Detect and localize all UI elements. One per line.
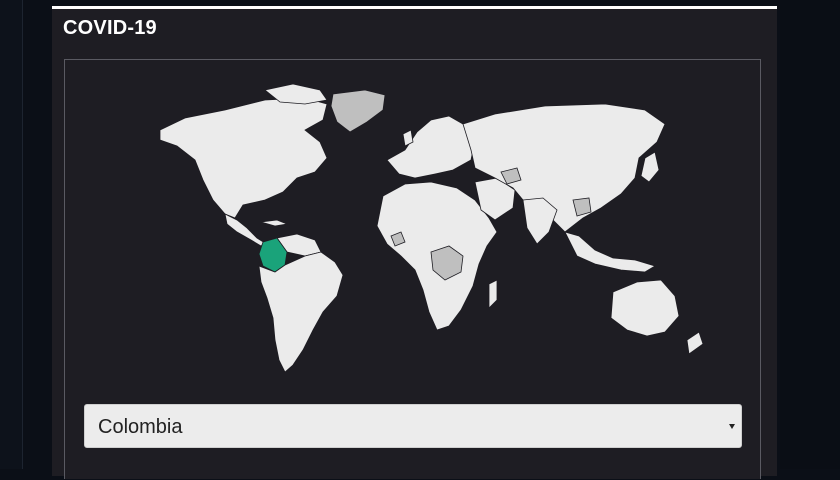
region-southeast-asia[interactable]	[564, 231, 656, 273]
region-south-america[interactable]	[258, 251, 344, 373]
region-japan[interactable]	[640, 151, 660, 183]
region-madagascar[interactable]	[488, 279, 498, 309]
region-arctic-islands[interactable]	[264, 83, 328, 105]
region-central-america[interactable]	[224, 213, 266, 247]
panel-title: COVID-19	[63, 17, 157, 39]
world-map[interactable]	[65, 60, 760, 480]
region-greenland[interactable]	[330, 89, 386, 133]
country-select[interactable]: Colombia	[84, 404, 742, 448]
region-africa-no-data-central[interactable]	[430, 245, 464, 281]
map-container: Colombia	[64, 59, 761, 479]
region-asia-no-data-1[interactable]	[500, 167, 522, 185]
covid-panel: COVID-19	[52, 6, 777, 479]
chevron-down-icon	[729, 424, 735, 429]
region-australia[interactable]	[610, 279, 680, 337]
page-right-gutter	[780, 0, 840, 469]
region-new-zealand[interactable]	[686, 331, 704, 355]
region-africa-no-data-west[interactable]	[390, 231, 406, 247]
region-north-america[interactable]	[159, 97, 328, 219]
country-select-value: Colombia	[98, 416, 183, 438]
page-left-gutter	[0, 0, 23, 469]
region-caribbean[interactable]	[260, 219, 289, 227]
region-europe[interactable]	[386, 115, 476, 179]
region-asia-no-data-2[interactable]	[572, 197, 592, 217]
region-uk[interactable]	[402, 129, 414, 147]
region-india[interactable]	[522, 197, 558, 245]
region-asia[interactable]	[462, 103, 666, 233]
